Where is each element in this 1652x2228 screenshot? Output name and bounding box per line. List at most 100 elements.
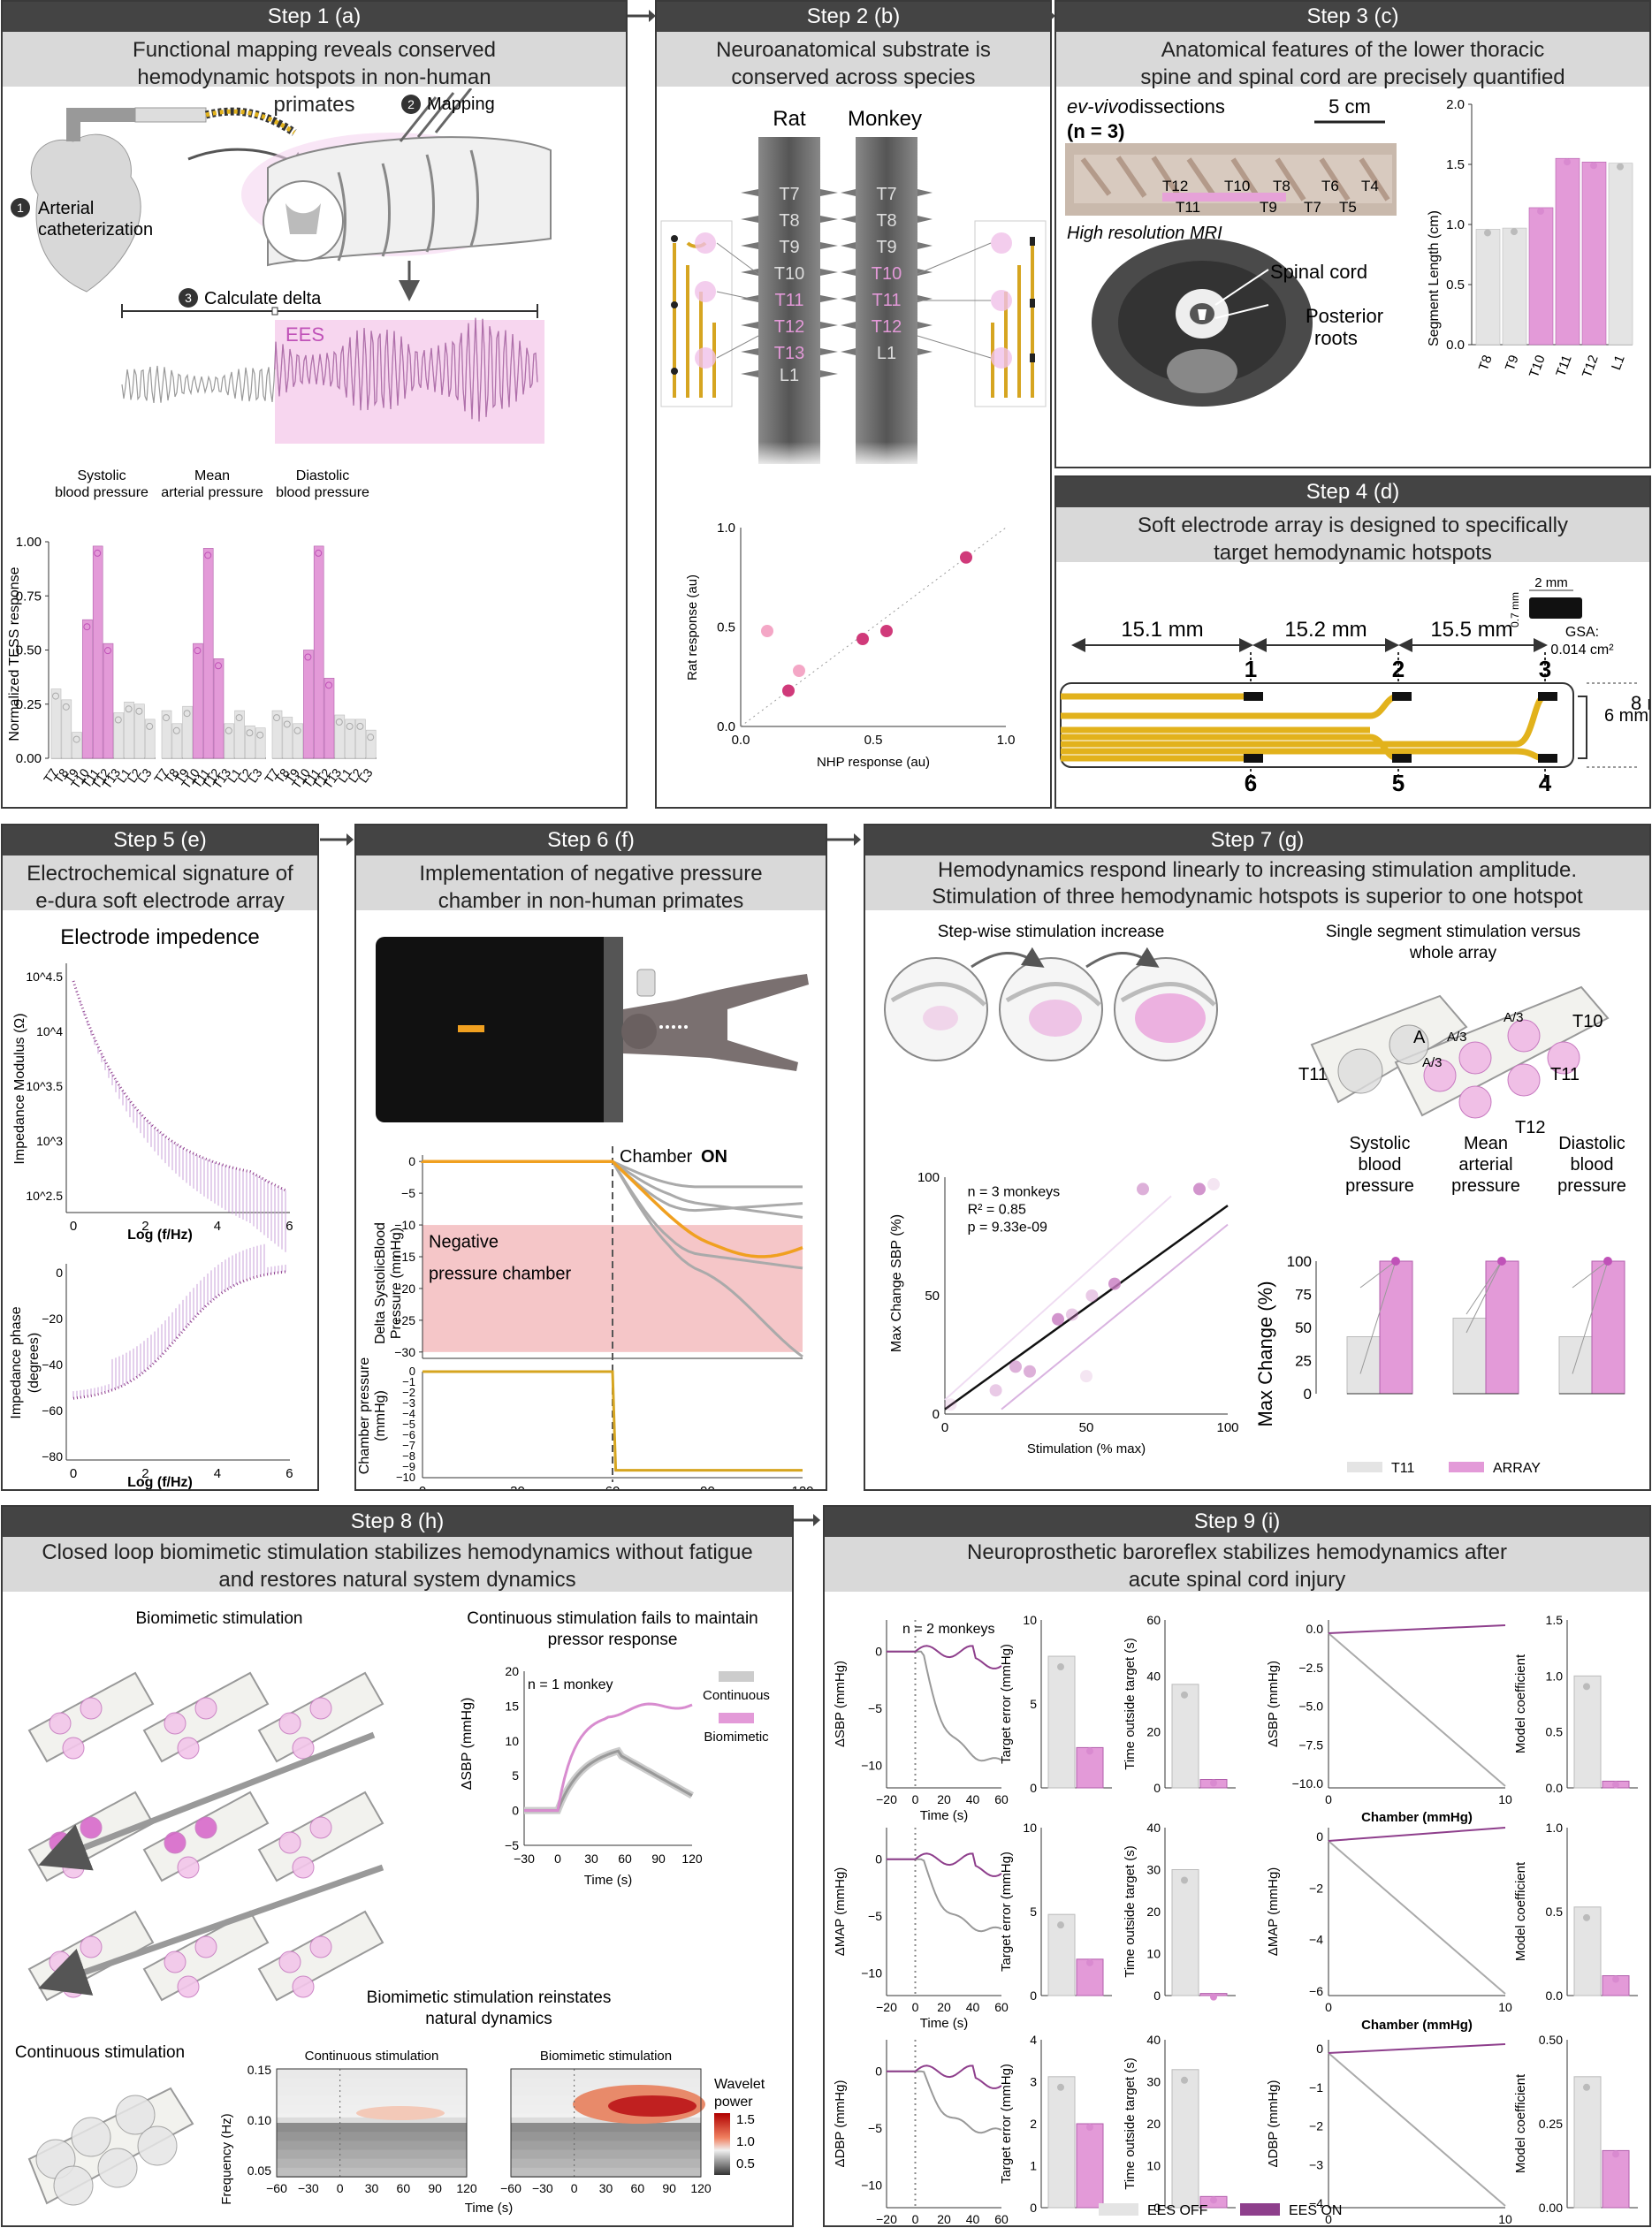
tick-label: 1.5 [1546,1613,1564,1627]
bar-array [1485,1260,1519,1395]
heatmap-band [511,2123,701,2133]
stim-site [115,2095,156,2135]
stim-site [1423,1059,1457,1092]
pair-line [1572,1260,1609,1374]
chart-title: arterial pressure [161,485,263,500]
scatter-point [1193,1182,1206,1196]
segment-label: T7 [876,185,896,204]
heatmap-frame [510,2068,702,2178]
tick-label: 1.0 [1546,1669,1564,1683]
stim-site [177,1737,200,1760]
data-point [114,716,122,724]
step4-header: Step 4 (d) [1056,477,1649,507]
tick-label: 0 [56,1266,63,1280]
svg-text:2: 2 [407,97,415,111]
tick-label: 4 [214,1466,221,1481]
data-point [163,714,170,722]
tick-label: T8 [272,765,293,786]
data-point [1057,2083,1064,2091]
regression-line [944,1205,1229,1411]
step1-figure: 1 Arterial catheterization 2 Mapping 3 C… [7,88,552,791]
segment-label: T7 [1304,199,1321,216]
stim-site [164,1950,187,1973]
tick-label: 20 [1146,1905,1161,1919]
tick-label: 0.75 [16,589,42,604]
tick-label: 0 [912,1792,919,1806]
tick-label: 90 [428,2181,442,2195]
svg-text:Biomimetic stimulation: Biomimetic stimulation [136,1609,303,1628]
svg-text:Biomimetic stimulation reinsta: Biomimetic stimulation reinstates [367,1988,612,2007]
tick-label: T9 [62,765,82,786]
tick-label: −6 [402,1428,415,1441]
bar [193,643,203,759]
svg-text:Step-wise stimulation increase: Step-wise stimulation increase [938,923,1165,941]
bar [234,710,245,759]
stim-site [49,1831,72,1854]
svg-text:High resolution MRI: High resolution MRI [1067,224,1222,243]
step2-header: Step 2 (b) [657,2,1050,32]
svg-text:(n = 3): (n = 3) [1067,120,1124,142]
axis-title: ΔMAP (mmHg) [1266,1867,1281,1957]
tick-label: 0 [70,1219,77,1234]
tick-label: 0 [1030,1988,1037,2003]
bar-array [1591,1260,1625,1395]
legend-swatch [719,1671,754,1682]
tick-label: T12 [1580,354,1602,380]
tick-label: 4 [1030,2033,1037,2047]
rib [741,189,758,196]
bar-ees-off [1047,2076,1076,2209]
svg-text:Log (f/Hz): Log (f/Hz) [127,1475,193,1490]
tick-label: 20 [937,2000,951,2014]
annotation: Chamber [620,1147,693,1167]
axis-title: Time outside target (s) [1123,1845,1138,1978]
stim-site [1458,1085,1492,1119]
svg-text:Calculate delta: Calculate delta [204,289,322,308]
tick-label: 15 [505,1699,519,1713]
svg-text:catheterization: catheterization [38,220,153,240]
tick-label: 10 [1498,1792,1512,1806]
tick-label: 60 [994,2000,1009,2014]
tick-label: 0 [1030,1781,1037,1795]
segment-label: T4 [1361,178,1379,194]
tick-label: −3 [1309,2157,1323,2171]
stim-site [62,1856,85,1879]
tick-label: 40 [966,2212,980,2226]
tick-label: 100 [917,1170,940,1185]
bar-ees-on [1076,2123,1104,2209]
segment-label: A [1413,1028,1426,1047]
bar [92,545,103,759]
tick-label: 60 [994,2212,1009,2226]
axis-title: ΔSBP (mmHg) [1266,1661,1281,1747]
tick-label: 30 [365,2181,379,2195]
pressure-chamber [376,937,614,1122]
segment-label: A/3 [1422,1055,1443,1070]
tick-label: T7 [41,765,61,786]
arrow [1085,947,1160,969]
electrode-scale [1529,597,1582,619]
tick-label: 90 [662,2181,676,2195]
tick-label: −10 [861,1966,882,1980]
tick-label: 60 [1146,1613,1161,1627]
axis-title: ΔSBP (mmHg) [833,1661,848,1747]
heatmap-frame [276,2068,468,2178]
legend-title: Wavelet [714,2077,765,2092]
legend-label: EES OFF [1147,2203,1208,2218]
step6-figure: Delta SystolicBlood Pressure (mmHg) Cham… [357,937,814,1489]
step3-subtitle: Anatomical features of the lower thoraci… [1056,32,1649,89]
tick-label: 75 [1295,1287,1312,1304]
step5-subtitle: Electrochemical signature of e-dura soft… [3,855,317,913]
tick-label: 0.5 [1546,1905,1564,1919]
svg-text:15.2 mm: 15.2 mm [1284,618,1367,642]
tick-label: 1 [1030,2159,1037,2173]
annotation: ON [701,1147,727,1167]
tick-label: T10 [1526,354,1549,380]
bar [355,719,366,759]
ees-on-trace [887,1645,1002,1669]
scatter-point [1009,1360,1022,1373]
svg-text:ev-vivo: ev-vivo [1067,95,1129,118]
arrow-step1-to-2 [628,10,656,22]
data-point [1583,2083,1590,2091]
step1-subtitle: Functional mapping reveals conserved hem… [3,32,626,117]
tick-label: −4 [1309,2196,1323,2210]
